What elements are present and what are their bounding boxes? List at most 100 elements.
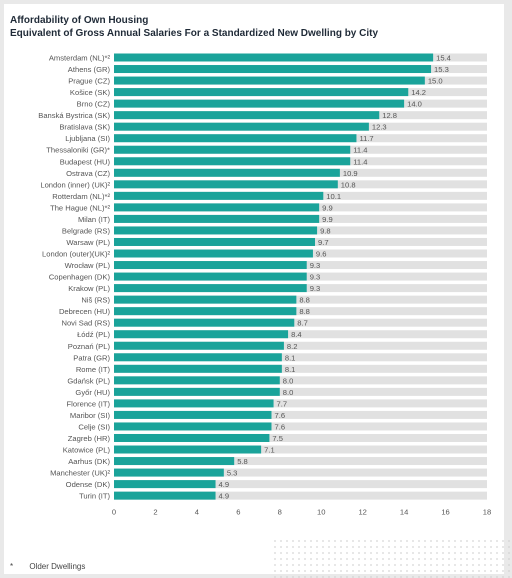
bar xyxy=(114,330,289,339)
value-label: 9.9 xyxy=(322,203,333,212)
value-label: 8.1 xyxy=(285,365,296,374)
category-label: London (outer)(UK)² xyxy=(42,250,110,259)
bar xyxy=(114,468,224,477)
category-label: Bratislava (SK) xyxy=(59,123,110,132)
bar-track xyxy=(114,399,487,408)
value-label: 5.3 xyxy=(227,469,238,478)
category-label: London (inner) (UK)² xyxy=(40,180,110,189)
bar xyxy=(114,53,434,62)
bar xyxy=(114,387,280,396)
bar xyxy=(114,214,320,223)
bar-track xyxy=(114,491,487,500)
value-label: 12.8 xyxy=(382,111,397,120)
category-label: Amsterdam (NL)*² xyxy=(49,54,111,63)
category-label: Thessaloniki (GR)* xyxy=(46,146,110,155)
value-label: 11.7 xyxy=(359,134,373,143)
chart-title: Affordability of Own Housing xyxy=(10,15,149,26)
bar xyxy=(114,422,272,431)
bar-track xyxy=(114,376,487,385)
value-label: 9.9 xyxy=(322,215,333,224)
value-label: 7.1 xyxy=(264,446,275,455)
x-tick-label: 14 xyxy=(400,508,408,517)
value-label: 8.4 xyxy=(291,330,302,339)
bar-track xyxy=(114,295,487,304)
value-label: 4.9 xyxy=(219,480,230,489)
bar xyxy=(114,203,320,212)
bar xyxy=(114,226,318,235)
value-label: 7.7 xyxy=(277,399,288,408)
category-label: Florence (IT) xyxy=(67,399,111,408)
footnote-symbol: * xyxy=(10,562,14,571)
value-label: 8.1 xyxy=(285,353,296,362)
x-tick-label: 0 xyxy=(112,508,116,517)
value-label: 7.6 xyxy=(274,411,285,420)
value-label: 11.4 xyxy=(353,146,367,155)
value-label: 10.1 xyxy=(326,192,341,201)
bar xyxy=(114,284,307,293)
category-label: Gdańsk (PL) xyxy=(67,376,110,385)
category-label: Copenhagen (DK) xyxy=(49,273,111,282)
category-label: Aarhus (DK) xyxy=(68,457,110,466)
value-label: 7.5 xyxy=(272,434,283,443)
bar xyxy=(114,410,272,419)
bar xyxy=(114,88,409,97)
value-label: 15.3 xyxy=(434,65,449,74)
category-label: Turin (IT) xyxy=(79,492,110,501)
category-label: The Hague (NL)*² xyxy=(50,203,110,212)
category-label: Budapest (HU) xyxy=(60,157,111,166)
x-tick-label: 18 xyxy=(483,508,491,517)
bar-track xyxy=(114,330,487,339)
value-label: 4.9 xyxy=(219,492,230,501)
category-label: Wrocław (PL) xyxy=(65,261,111,270)
bar-track xyxy=(114,410,487,419)
bar-track xyxy=(114,364,487,373)
x-tick-label: 10 xyxy=(317,508,325,517)
category-label: Prague (CZ) xyxy=(68,77,110,86)
value-label: 10.9 xyxy=(343,169,358,178)
footnote: * Older Dwellings xyxy=(10,562,85,571)
bar xyxy=(114,249,313,258)
value-label: 9.3 xyxy=(310,273,321,282)
category-label: Celje (SI) xyxy=(78,422,110,431)
bar xyxy=(114,318,295,327)
footnote-text: Older Dwellings xyxy=(29,562,86,571)
category-label: Banská Bystrica (SK) xyxy=(38,111,110,120)
category-label: Ljubljana (SI) xyxy=(65,134,110,143)
value-label: 9.3 xyxy=(310,284,321,293)
category-label: Zagreb (HR) xyxy=(68,434,111,443)
value-label: 9.3 xyxy=(310,261,321,270)
bar xyxy=(114,433,270,442)
bar xyxy=(114,157,351,166)
value-label: 15.4 xyxy=(436,54,451,63)
value-label: 7.6 xyxy=(274,422,285,431)
bar xyxy=(114,99,405,108)
category-label: Niš (RS) xyxy=(81,296,110,305)
value-label: 8.8 xyxy=(299,307,310,316)
category-label: Krakow (PL) xyxy=(68,284,110,293)
value-label: 8.8 xyxy=(299,296,310,305)
value-label: 14.0 xyxy=(407,100,422,109)
bar xyxy=(114,445,262,454)
value-label: 9.7 xyxy=(318,238,329,247)
category-label: Novi Sad (RS) xyxy=(61,319,110,328)
bar xyxy=(114,180,338,189)
bar-track xyxy=(114,318,487,327)
bar xyxy=(114,111,380,120)
bar xyxy=(114,376,280,385)
value-label: 11.4 xyxy=(353,157,367,166)
bar xyxy=(114,399,274,408)
category-label: Milan (IT) xyxy=(78,215,111,224)
x-tick-label: 8 xyxy=(278,508,282,517)
bar-track xyxy=(114,387,487,396)
category-label: Debrecen (HU) xyxy=(59,307,111,316)
bar xyxy=(114,145,351,154)
value-label: 8.7 xyxy=(297,319,308,328)
bar xyxy=(114,191,324,200)
x-tick-label: 4 xyxy=(195,508,199,517)
bar xyxy=(114,134,357,143)
x-tick-label: 16 xyxy=(441,508,449,517)
category-label: Katowice (PL) xyxy=(63,446,111,455)
category-label: Brno (CZ) xyxy=(77,100,111,109)
value-label: 9.6 xyxy=(316,250,327,259)
bar xyxy=(114,261,307,270)
